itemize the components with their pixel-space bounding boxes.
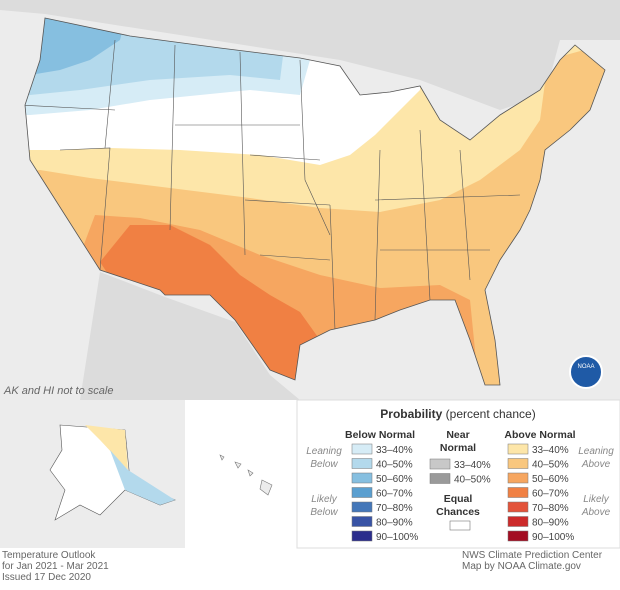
legend-swatch [351, 501, 373, 513]
legend-label: 90–100% [532, 532, 574, 543]
legend-swatch [507, 443, 529, 455]
state-borders [25, 39, 521, 331]
likely-above: Above [581, 507, 611, 518]
legend-label: 40–50% [532, 460, 569, 471]
legend-label: 60–70% [376, 489, 413, 500]
legend-label: 50–60% [532, 474, 569, 485]
legend-swatch [507, 458, 529, 469]
legend-label: 60–70% [532, 489, 569, 500]
leaning-below: Below [310, 459, 338, 470]
leaning-above: Leaning [578, 446, 614, 457]
leaning-below: Leaning [306, 446, 342, 457]
leaning-above: Above [581, 459, 611, 470]
footer-right: NWS Climate Prediction Center [462, 550, 603, 561]
legend-label: 80–90% [376, 518, 413, 529]
canada [0, 0, 620, 110]
legend-label: 33–40% [532, 445, 569, 456]
legend-label: 70–80% [532, 503, 569, 514]
footer-left: Issued 17 Dec 2020 [2, 572, 91, 583]
footer-right: Map by NOAA Climate.gov [462, 561, 581, 572]
legend-label: 33–40% [454, 460, 491, 471]
likely-below: Likely [311, 494, 338, 505]
legend-label: 90–100% [376, 532, 418, 543]
near-title: Normal [440, 442, 476, 454]
legend-label: 80–90% [532, 518, 569, 529]
legend-swatch [507, 487, 529, 498]
legend-subtitle: (percent chance) [446, 407, 536, 421]
hawaii [219, 454, 273, 496]
legend-title: Probability (percent chance) [380, 407, 535, 421]
legend-label: 33–40% [376, 445, 413, 456]
legend-swatch [507, 501, 529, 513]
mexico [80, 272, 300, 400]
legend-swatch [507, 516, 529, 527]
legend-swatch [351, 487, 373, 498]
legend-label: 40–50% [376, 460, 413, 471]
legend-swatch [507, 530, 529, 542]
hawaii-panel [185, 400, 297, 548]
legend-label: 40–50% [454, 475, 491, 486]
legend-swatch [351, 516, 373, 527]
legend-swatch [351, 472, 373, 484]
noaa-logo [569, 355, 603, 389]
alaska-below [110, 450, 175, 505]
legend-swatch [351, 443, 373, 455]
footer-left: Temperature Outlook [2, 550, 96, 561]
likely-below: Below [310, 507, 338, 518]
legend-label: 50–60% [376, 474, 413, 485]
legend-title-main: Probability [380, 407, 442, 421]
legend-swatch [429, 473, 451, 484]
scale-note: AK and HI not to scale [3, 385, 113, 397]
equal-swatch [449, 520, 471, 531]
legend-label: 70–80% [376, 503, 413, 514]
below-title: Below Normal [345, 429, 415, 441]
above-title: Above Normal [504, 429, 575, 441]
us-outline [24, 17, 606, 386]
near-title: Near [446, 429, 469, 441]
likely-above: Likely [583, 494, 610, 505]
logo-text: NOAA [577, 364, 594, 370]
equal-title: Chances [436, 506, 480, 518]
legend-swatch [429, 458, 451, 470]
alaska-above [85, 425, 128, 470]
legend-swatch [351, 530, 373, 542]
footer-left: for Jan 2021 - Mar 2021 [2, 561, 109, 572]
equal-title: Equal [444, 493, 473, 505]
legend-swatch [351, 458, 373, 469]
legend-swatch [507, 472, 529, 484]
